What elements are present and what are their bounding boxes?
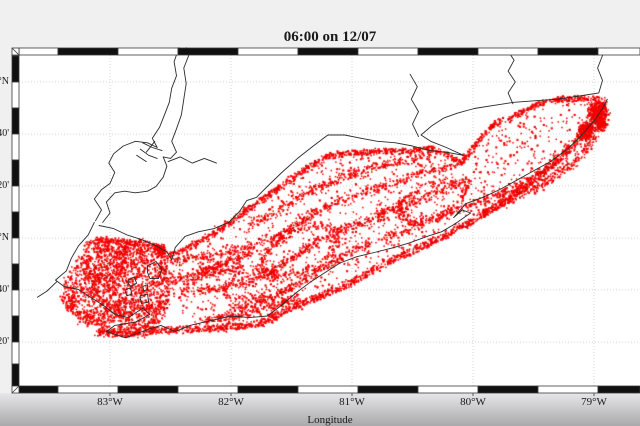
map-figure: 06:00 on 12/07 Longitude 83°W 82°W 81°W 80°… — [0, 0, 640, 426]
particle-canvas — [0, 0, 640, 426]
